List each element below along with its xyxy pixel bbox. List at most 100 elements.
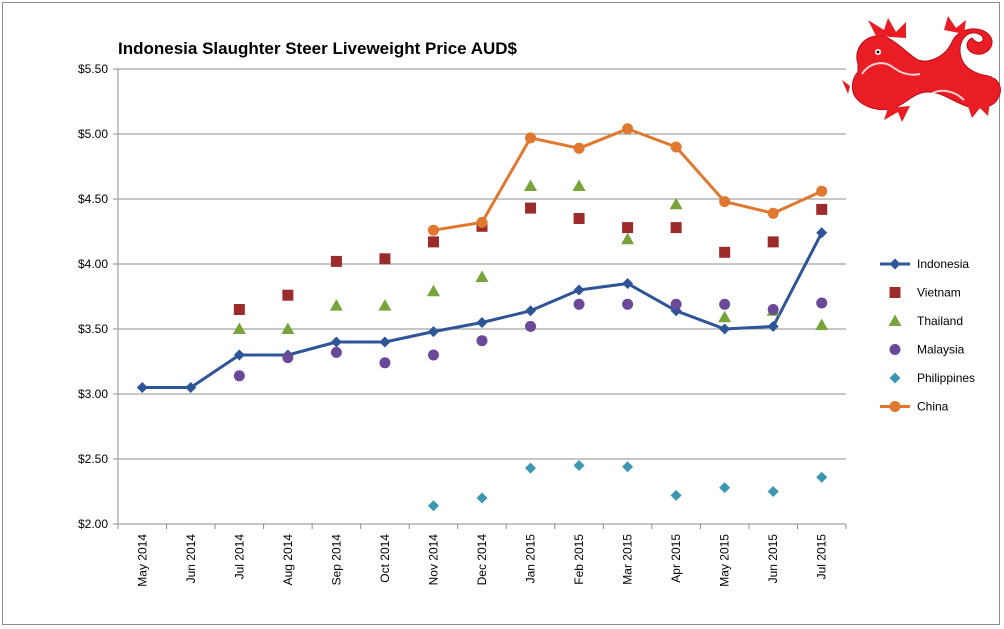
data-point-indonesia — [476, 317, 488, 328]
y-tick-label: $2.00 — [78, 517, 108, 531]
data-point-philippines — [573, 460, 585, 471]
data-point-indonesia — [525, 305, 537, 317]
data-point-philippines — [476, 492, 488, 504]
y-tick-label: $5.50 — [78, 62, 108, 76]
y-tick-label: $5.00 — [78, 127, 108, 141]
legend-marker-philippines — [889, 372, 901, 384]
legend-marker-vietnam — [889, 287, 901, 298]
data-point-philippines — [767, 486, 779, 497]
x-tick-label: Jun 2015 — [766, 534, 780, 584]
legend-marker-indonesia — [889, 258, 901, 270]
data-point-malaysia — [330, 346, 342, 358]
data-point-vietnam — [622, 222, 634, 234]
series-thailand — [232, 179, 829, 334]
data-point-vietnam — [427, 236, 439, 248]
data-point-malaysia — [622, 298, 634, 310]
data-point-malaysia — [816, 297, 828, 309]
x-tick-label: Sep 2014 — [329, 534, 343, 586]
series-malaysia — [233, 297, 828, 382]
data-point-malaysia — [767, 304, 779, 315]
series-line-china — [433, 127, 823, 232]
data-point-indonesia — [427, 326, 439, 338]
legend-label-philippines: Philippines — [917, 371, 975, 385]
x-tick-label: Feb 2015 — [572, 534, 586, 585]
data-point-thailand — [572, 179, 586, 191]
data-point-china — [622, 123, 634, 135]
data-point-thailand — [329, 299, 343, 311]
legend-label-malaysia: Malaysia — [917, 343, 965, 357]
axes — [113, 68, 847, 529]
data-point-indonesia — [136, 382, 148, 393]
data-point-thailand — [232, 322, 246, 334]
data-point-philippines — [622, 461, 634, 473]
data-point-vietnam — [719, 246, 731, 258]
data-point-thailand — [281, 322, 295, 334]
gridlines — [118, 68, 846, 460]
data-point-indonesia — [622, 278, 634, 289]
x-tick-label: Nov 2014 — [426, 534, 440, 586]
data-point-indonesia — [379, 336, 391, 348]
data-point-china — [476, 216, 488, 228]
legend-marker-china — [889, 401, 901, 412]
y-tick-label: $3.50 — [78, 322, 108, 336]
data-point-philippines — [816, 471, 828, 483]
legend-label-china: China — [917, 400, 949, 414]
y-tick-label: $3.00 — [78, 387, 108, 401]
data-point-indonesia — [719, 323, 731, 335]
x-tick-label: Aug 2014 — [281, 534, 295, 586]
x-tick-label: Jul 2014 — [232, 534, 246, 580]
y-tick-label: $4.50 — [78, 192, 108, 206]
x-tick-label: May 2015 — [718, 534, 732, 587]
data-point-china — [573, 142, 585, 154]
data-point-vietnam — [379, 253, 391, 265]
data-point-malaysia — [525, 320, 537, 332]
x-tick-label: Apr 2015 — [669, 534, 683, 583]
data-point-malaysia — [427, 349, 439, 361]
y-tick-label: $4.00 — [78, 257, 108, 271]
data-point-thailand — [718, 310, 732, 323]
y-tick-labels: $2.00 $2.50 $3.00 $3.50 $4.00 $4.50 $5.00 $5.50 — [78, 62, 108, 531]
legend-item-china: China — [880, 400, 949, 414]
data-point-malaysia — [476, 335, 488, 347]
data-point-china — [719, 196, 731, 208]
data-point-malaysia — [233, 370, 245, 382]
data-point-philippines — [670, 489, 682, 501]
series-vietnam — [233, 202, 828, 315]
legend-label-vietnam: Vietnam — [917, 286, 961, 300]
data-point-china — [670, 141, 682, 153]
data-point-indonesia — [816, 227, 828, 239]
data-point-thailand — [426, 284, 440, 297]
series-layer — [136, 123, 829, 512]
x-tick-label: Oct 2014 — [378, 534, 392, 583]
series-china — [427, 123, 828, 236]
data-point-malaysia — [719, 298, 731, 310]
data-point-indonesia — [767, 320, 779, 332]
x-tick-label: May 2014 — [135, 534, 149, 587]
legend-marker-malaysia — [889, 344, 901, 355]
data-point-thailand — [815, 318, 829, 331]
legend-item-indonesia: Indonesia — [880, 257, 969, 271]
data-point-china — [767, 207, 779, 219]
data-point-indonesia — [233, 349, 245, 361]
data-point-china — [427, 224, 439, 236]
data-point-vietnam — [282, 289, 294, 301]
data-point-philippines — [719, 482, 731, 494]
legend-marker-thailand — [888, 314, 902, 326]
legend-label-indonesia: Indonesia — [917, 257, 969, 271]
data-point-indonesia — [330, 336, 342, 348]
data-point-thailand — [621, 232, 635, 245]
data-point-thailand — [378, 299, 392, 311]
dragon-logo-icon — [842, 16, 1001, 122]
chart-title: Indonesia Slaughter Steer Liveweight Pri… — [118, 39, 518, 58]
x-tick-label: Jan 2015 — [524, 534, 538, 584]
x-tick-label: Mar 2015 — [621, 534, 635, 585]
data-point-china — [816, 185, 828, 197]
data-point-vietnam — [525, 202, 537, 214]
legend-item-thailand: Thailand — [888, 314, 963, 328]
data-point-indonesia — [573, 284, 585, 296]
data-point-thailand — [475, 270, 489, 282]
x-tick-label: Jul 2015 — [815, 534, 829, 580]
x-tick-label: Jun 2014 — [184, 534, 198, 584]
data-point-malaysia — [379, 357, 391, 369]
